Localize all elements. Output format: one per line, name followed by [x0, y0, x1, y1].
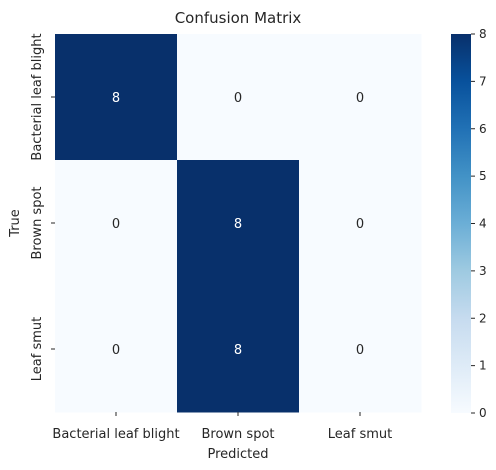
cell-value-label: 0: [356, 217, 364, 232]
heatmap-cell: [55, 34, 178, 161]
colorbar-tick-label: 2: [479, 311, 487, 325]
heatmap-cell: [177, 160, 300, 287]
heatmap-cell: [177, 286, 300, 413]
y-tick-label: Brown spot: [30, 186, 45, 259]
cell-value-label: 0: [356, 343, 364, 358]
chart-title: Confusion Matrix: [175, 9, 302, 27]
heatmap-cell: [299, 34, 422, 161]
y-axis-label: True: [8, 209, 23, 238]
colorbar-tick-label: 4: [479, 217, 487, 231]
x-tick-label: Bacterial leaf blight: [52, 427, 179, 442]
heatmap-cell: [299, 160, 422, 287]
colorbar: [451, 34, 471, 413]
colorbar-tick-label: 0: [479, 406, 487, 420]
y-axis-ticks: Bacterial leaf blight Brown spot Leaf smut: [30, 33, 55, 381]
colorbar-tick-label: 1: [479, 359, 487, 373]
heatmap-cell: [177, 34, 300, 161]
cell-value-label: 0: [112, 343, 120, 358]
heatmap-cell: [55, 160, 178, 287]
y-tick-label: Bacterial leaf blight: [30, 33, 45, 160]
x-tick-label: Brown spot: [201, 427, 274, 442]
cell-value-label: 8: [234, 343, 242, 358]
cell-value-label: 8: [234, 217, 242, 232]
x-tick-label: Leaf smut: [328, 427, 392, 442]
heatmap-cell: [299, 286, 422, 413]
cell-value-label: 0: [112, 217, 120, 232]
colorbar-ticks: 0 1 2 3 4 5 6 7 8: [471, 27, 487, 420]
colorbar-tick-label: 7: [479, 74, 487, 88]
y-tick-label: Leaf smut: [30, 317, 45, 381]
colorbar-tick-label: 3: [479, 264, 487, 278]
heatmap-cell-labels: 8 0 0 0 8 0 0 8 0: [112, 91, 364, 358]
heatmap-cell: [55, 286, 178, 413]
cell-value-label: 0: [356, 91, 364, 106]
colorbar-tick-label: 8: [479, 27, 487, 41]
colorbar-tick-label: 5: [479, 169, 487, 183]
colorbar-tick-label: 6: [479, 122, 487, 136]
cell-value-label: 0: [234, 91, 242, 106]
x-axis-label: Predicted: [207, 447, 268, 462]
heatmap-cells: [55, 34, 422, 413]
cell-value-label: 8: [112, 91, 120, 106]
x-axis-ticks: Bacterial leaf blight Brown spot Leaf smut: [52, 412, 392, 442]
colorbar-gradient: [451, 34, 471, 413]
